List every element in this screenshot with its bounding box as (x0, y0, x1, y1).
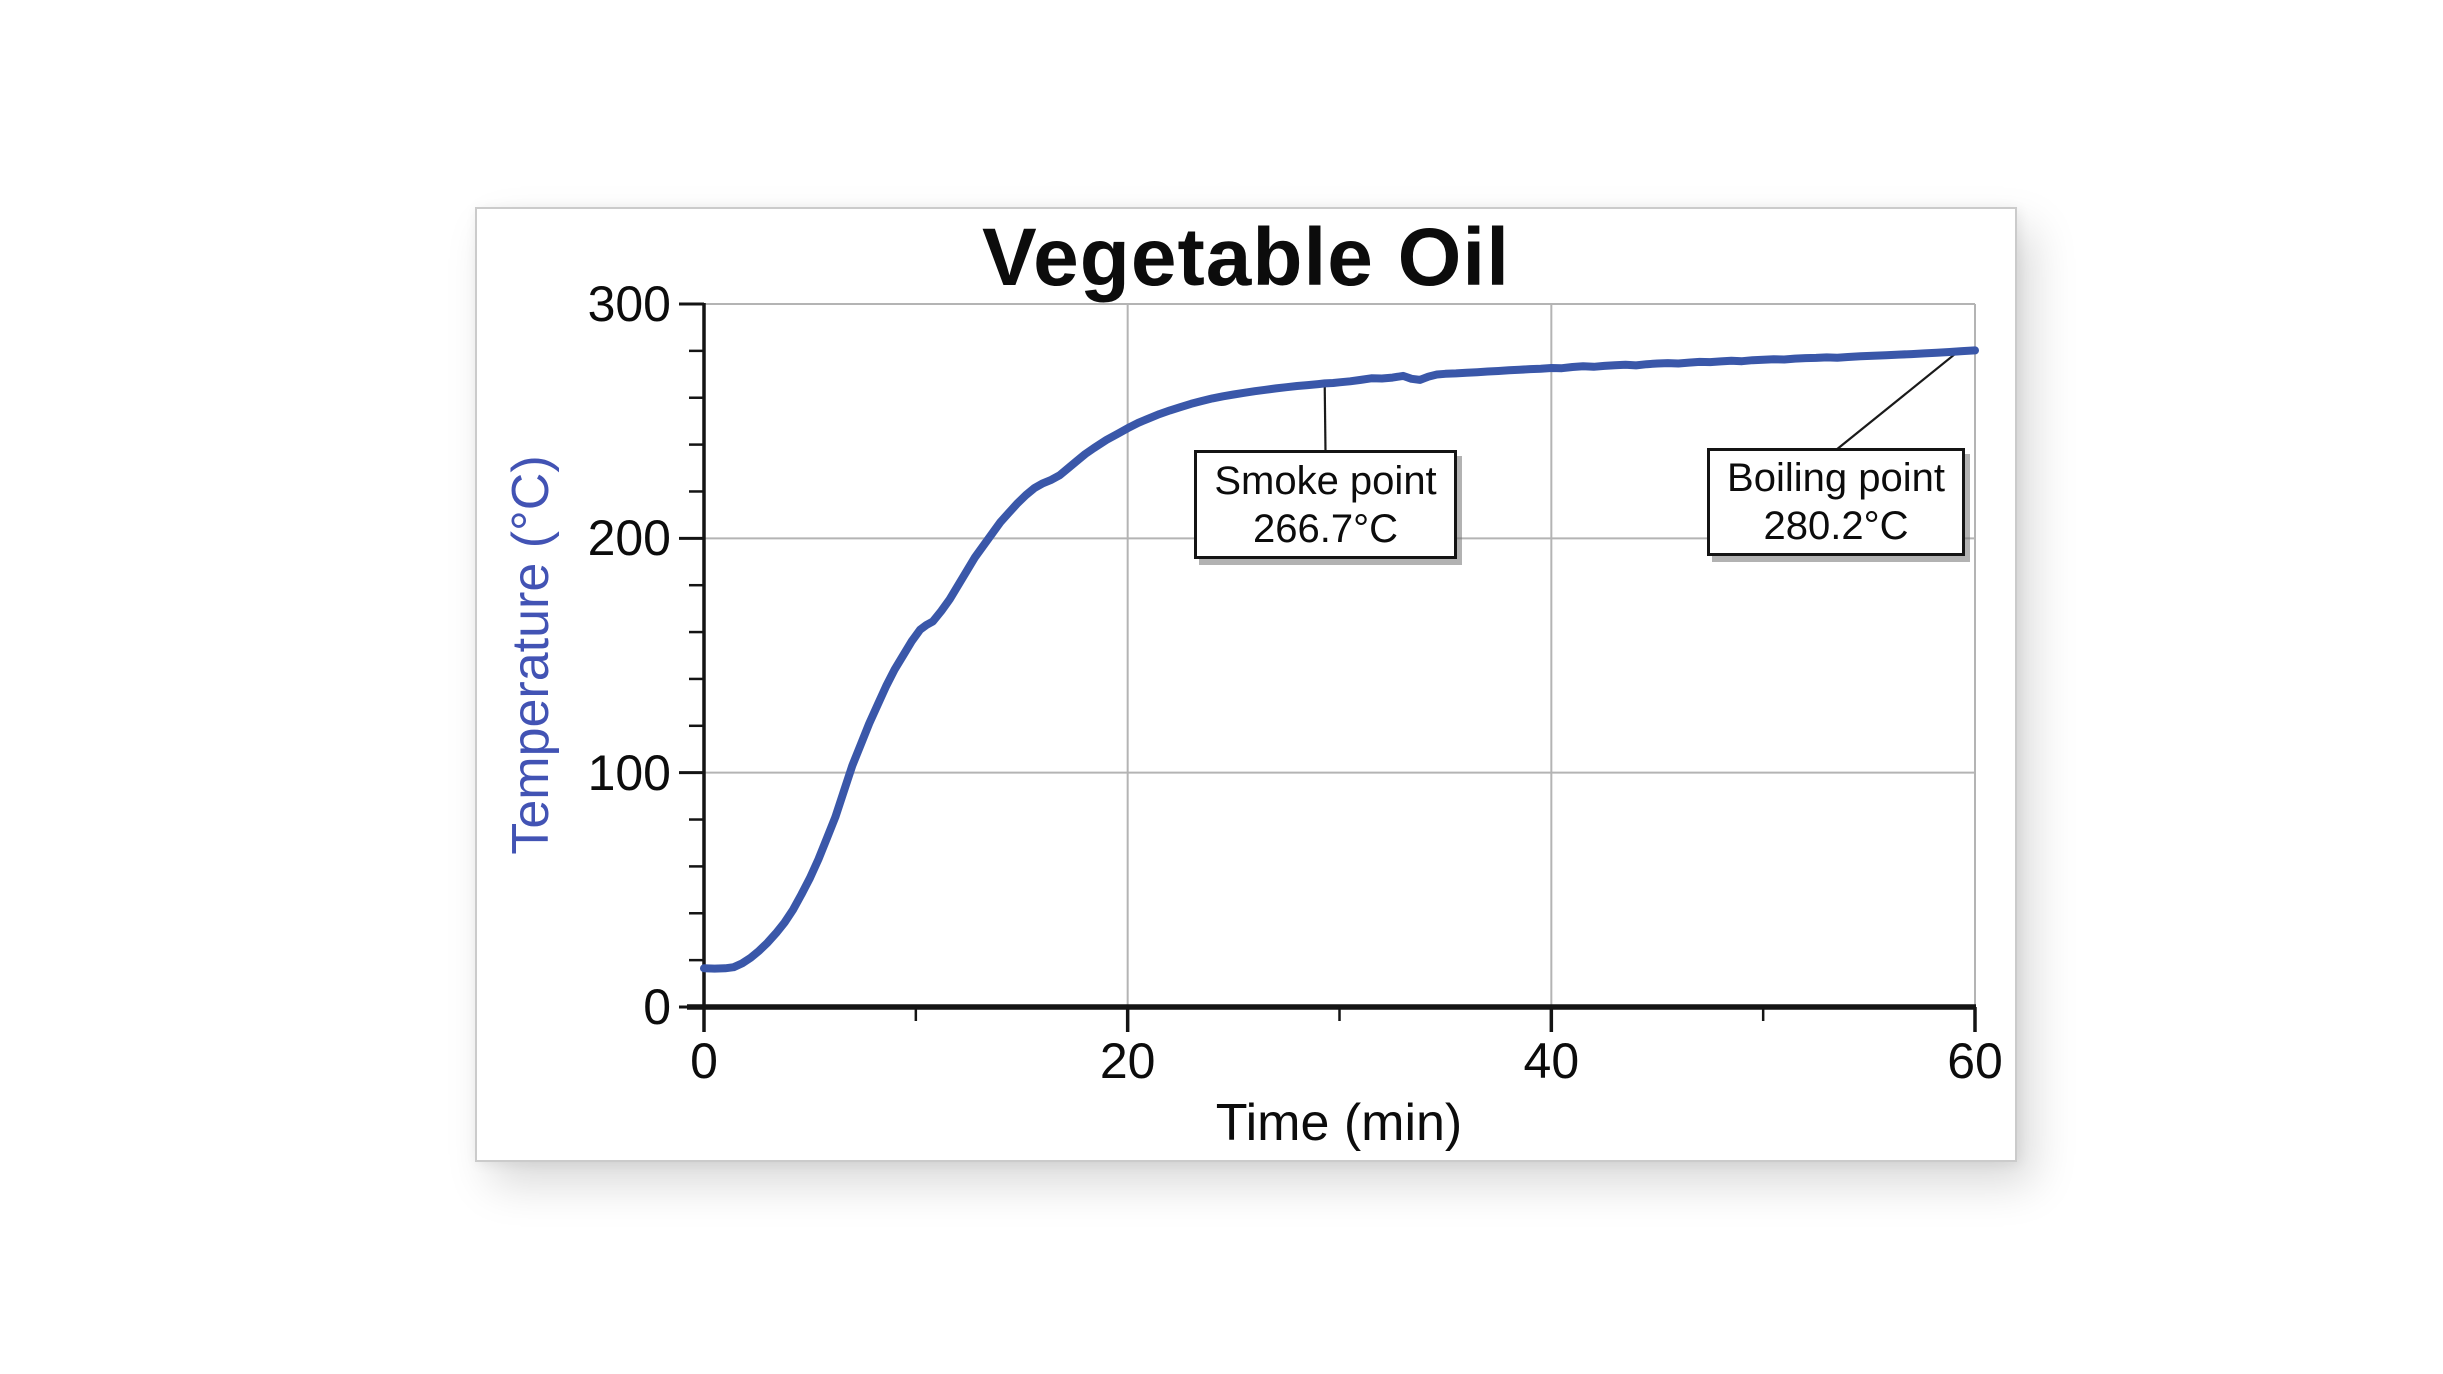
boiling-point-annotation: Boiling point 280.2°C (1707, 448, 1965, 556)
y-tick-label: 200 (587, 510, 671, 567)
smoke-point-value: 266.7°C (1253, 506, 1398, 551)
smoke-point-annotation: Smoke point 266.7°C (1194, 450, 1457, 559)
boiling-point-label: Boiling point (1727, 456, 1945, 500)
smoke-point-label: Smoke point (1214, 458, 1437, 503)
y-axis-title: Temperature (°C) (502, 455, 560, 855)
y-tick-label: 100 (587, 744, 671, 801)
chart-panel: Vegetable Oil Temperature (°C) Time (min… (475, 207, 2017, 1162)
plot-area (679, 302, 1979, 1032)
annotation-leader-line (1323, 382, 1327, 453)
annotation-leader-line (1835, 350, 1959, 451)
y-tick-label: 0 (643, 979, 671, 1035)
x-tick-label: 0 (690, 1033, 718, 1089)
chart-title: Vegetable Oil (982, 212, 1510, 303)
x-axis-title: Time (min) (1215, 1094, 1463, 1152)
y-tick-label: 300 (587, 276, 671, 332)
temperature-curve (700, 346, 1979, 973)
x-tick-label: 20 (1099, 1033, 1156, 1089)
x-tick-label: 60 (1947, 1033, 2003, 1089)
x-tick-label: 40 (1523, 1033, 1580, 1089)
boiling-point-value: 280.2°C (1763, 504, 1909, 548)
